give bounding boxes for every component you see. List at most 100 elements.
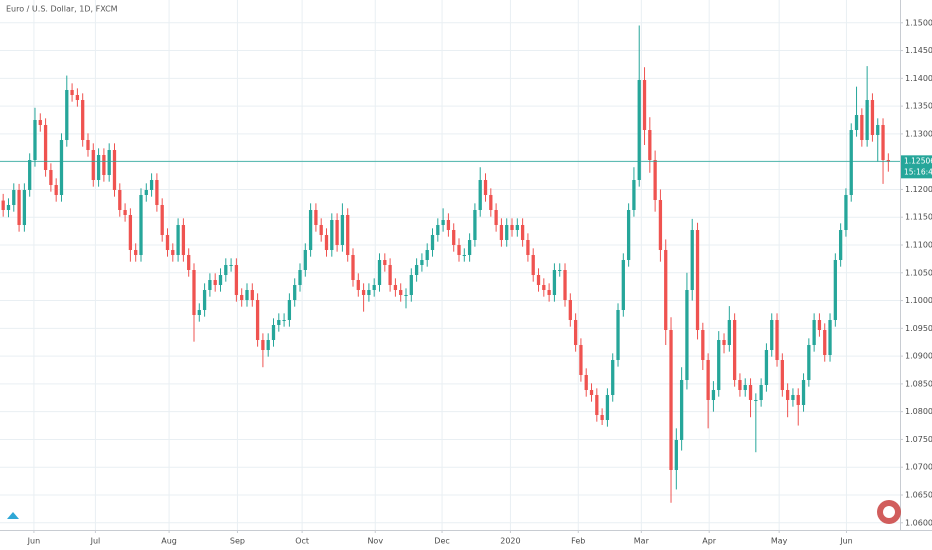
candle-body (176, 225, 180, 255)
candle-body (218, 275, 223, 285)
candle-body (75, 95, 80, 100)
x-tick-label: Sep (230, 537, 245, 546)
candle-body (187, 255, 191, 270)
candle-body (282, 320, 286, 321)
y-tick-label: 1.09500 (905, 324, 932, 333)
candle-body (181, 225, 186, 255)
logo-shape (7, 512, 19, 519)
candle-body (494, 210, 498, 225)
candle-body (717, 340, 721, 390)
candle-body (229, 265, 233, 266)
candle-body (473, 210, 477, 240)
candle-body (277, 320, 281, 325)
y-tick-label: 1.09000 (905, 352, 932, 361)
candles (0, 25, 900, 503)
candle-body (552, 270, 557, 295)
candle-body (759, 385, 763, 400)
candle-body (838, 230, 843, 260)
candle-body (91, 150, 95, 180)
candle-body (801, 380, 806, 405)
candle-body (637, 80, 641, 180)
y-tick-label: 1.08500 (905, 379, 932, 388)
candle-body (510, 225, 514, 230)
x-tick-label: Jul (90, 537, 101, 546)
candle-body (732, 320, 737, 380)
candle-body (536, 275, 541, 285)
candle-body (404, 295, 408, 296)
candle-body (764, 350, 769, 385)
x-tick-label: Apr (702, 537, 717, 546)
candle-body (632, 180, 636, 210)
candle-body (881, 125, 885, 160)
candle-body (844, 195, 848, 230)
candle-body (59, 140, 64, 195)
candle-body (197, 310, 201, 315)
candle-body (414, 265, 419, 275)
candle-body (202, 290, 207, 310)
candle-body (346, 215, 350, 255)
x-tick-label: Dec (434, 537, 449, 546)
y-tick-label: 1.06000 (905, 518, 932, 527)
candle-body (81, 100, 85, 140)
candle-body (149, 180, 154, 190)
candle-body (118, 190, 122, 210)
candle-body (430, 235, 435, 250)
candle-body (865, 100, 869, 140)
candle-body (626, 210, 631, 260)
candle-body (393, 285, 398, 290)
candle-body (22, 190, 27, 225)
candle-body (563, 270, 567, 300)
candle-body (573, 320, 578, 345)
candle-body (287, 300, 292, 320)
candle-body (361, 290, 366, 295)
badge (877, 500, 901, 524)
axes: 1.06000 1.06500 1.07000 1.07500 1.08000 1.085… (27, 18, 932, 546)
candle-body (388, 265, 392, 285)
y-tick-label: 1.06500 (905, 491, 932, 500)
candle-body (695, 230, 700, 330)
candle-body (436, 225, 440, 235)
x-tick-label: Feb (571, 537, 585, 546)
countdown-label: 15:16:45 (904, 167, 932, 176)
candle-body (478, 180, 482, 210)
candle-body (770, 320, 774, 350)
candle-body (65, 90, 69, 140)
candle-body (425, 250, 429, 260)
candle-body (367, 290, 371, 295)
candle-body (330, 220, 334, 250)
y-tick-label: 1.10500 (905, 268, 932, 277)
candle-body (727, 320, 731, 345)
candle-body (515, 225, 519, 230)
candle-body (520, 225, 525, 240)
x-tick-label: Nov (367, 537, 383, 546)
candle-body (17, 190, 21, 225)
candle-body (780, 360, 784, 390)
candle-body (377, 260, 382, 285)
candle-body (547, 290, 551, 295)
x-tick-label: Jun (839, 537, 853, 546)
candle-body (351, 255, 355, 280)
candle-body (144, 190, 148, 195)
candle-body (409, 275, 413, 295)
candle-body (446, 220, 451, 230)
candle-body (568, 300, 572, 320)
candle-body (335, 220, 339, 245)
candle-body (38, 120, 42, 125)
candle-body (33, 120, 37, 160)
candle-body (791, 395, 795, 400)
y-tick-label: 1.13500 (905, 102, 932, 111)
candle-body (616, 310, 620, 360)
candle-body (271, 325, 276, 340)
candle-body (123, 210, 127, 215)
candle-body (54, 185, 58, 195)
candle-body (102, 155, 106, 175)
candle-body (155, 180, 159, 205)
candle-body (240, 295, 244, 300)
candle-body (483, 180, 488, 195)
candle-body (754, 400, 758, 401)
candle-body (356, 280, 360, 290)
candle-body (674, 440, 678, 470)
candle-body (165, 235, 170, 250)
candle-body (86, 140, 90, 150)
candle-body (817, 320, 822, 330)
